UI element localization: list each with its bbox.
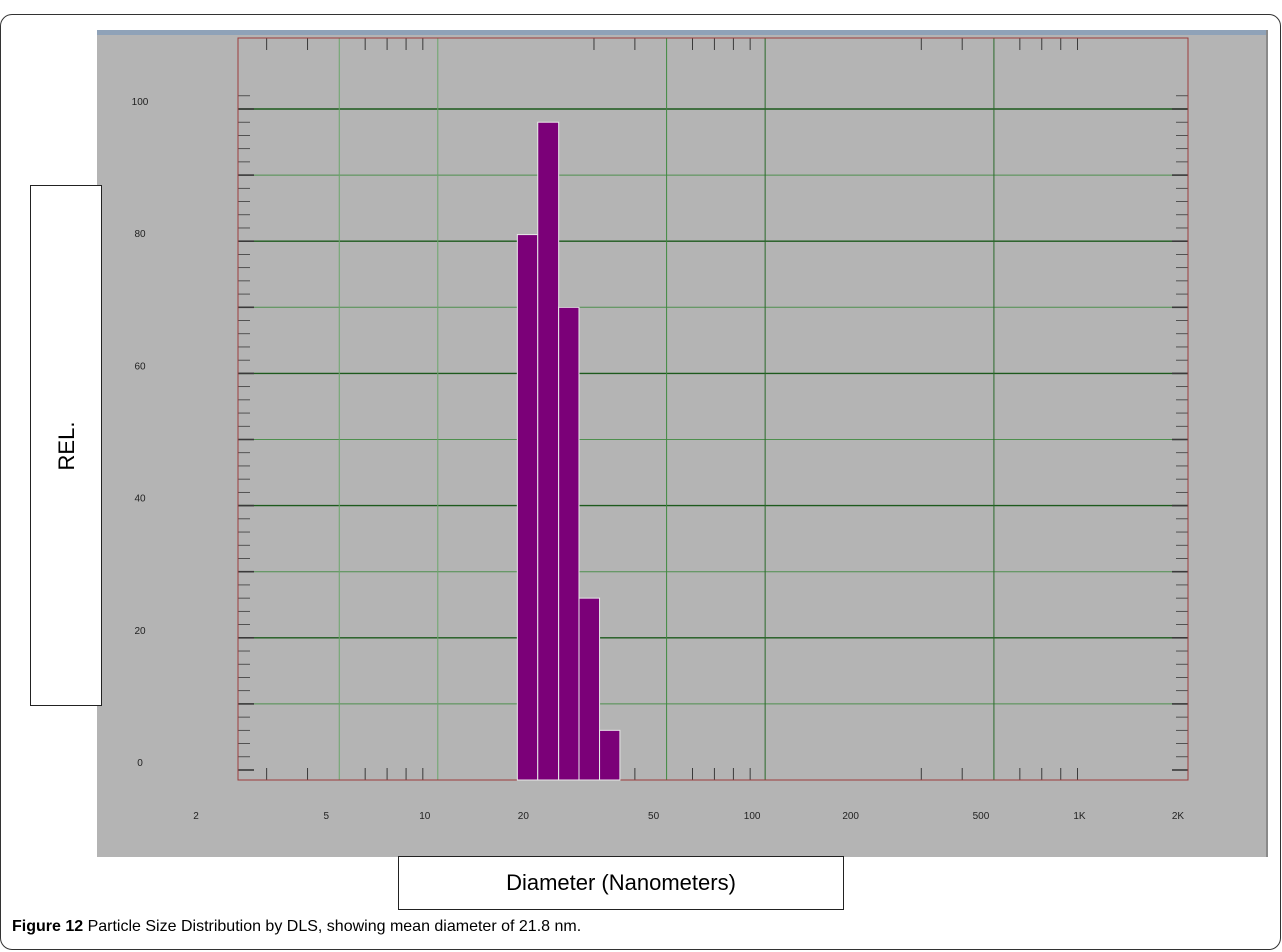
histogram-bar bbox=[599, 729, 621, 781]
y-tick-label: 80 bbox=[134, 229, 146, 240]
histogram-bar bbox=[578, 597, 601, 781]
x-tick-label: 10 bbox=[419, 811, 431, 822]
figure-frame bbox=[0, 14, 1281, 950]
x-tick-label: 500 bbox=[973, 811, 990, 822]
x-tick-label: 2 bbox=[193, 811, 199, 822]
caption-label: Figure 12 bbox=[12, 918, 84, 935]
figure-caption: Figure 12 Particle Size Distribution by … bbox=[12, 918, 581, 936]
y-axis-label: REL. bbox=[54, 421, 79, 471]
y-tick-label: 100 bbox=[132, 97, 149, 108]
y-tick-label: 60 bbox=[134, 361, 146, 372]
y-tick-label: 20 bbox=[134, 626, 146, 637]
x-tick-label: 5 bbox=[323, 811, 329, 822]
x-axis-label-box: Diameter (Nanometers) bbox=[398, 856, 844, 910]
x-axis-label: Diameter (Nanometers) bbox=[506, 870, 736, 895]
x-tick-label: 20 bbox=[518, 811, 530, 822]
x-tick-label: 2K bbox=[1172, 811, 1185, 822]
x-tick-label: 50 bbox=[648, 811, 660, 822]
y-axis-label-box: REL. bbox=[30, 185, 102, 706]
plot-panel-edge bbox=[1266, 30, 1268, 857]
plot-panel bbox=[97, 30, 1267, 857]
caption-text: Particle Size Distribution by DLS, showi… bbox=[83, 918, 582, 935]
x-tick-label: 200 bbox=[842, 811, 859, 822]
histogram-bar bbox=[558, 306, 580, 781]
plot-border bbox=[237, 37, 1189, 781]
histogram-bar bbox=[516, 234, 539, 781]
x-tick-label: 1K bbox=[1073, 811, 1086, 822]
histogram-bar bbox=[537, 121, 560, 781]
y-tick-label: 0 bbox=[137, 758, 143, 769]
y-tick-label: 40 bbox=[134, 494, 146, 505]
x-tick-label: 100 bbox=[744, 811, 761, 822]
